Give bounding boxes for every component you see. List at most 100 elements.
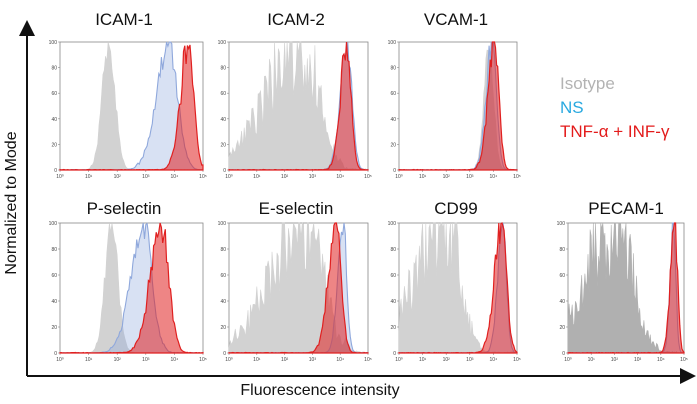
panel-title: ICAM-2 — [267, 10, 325, 29]
x-tick-label: 10⁰ — [225, 357, 233, 363]
y-tick-label: 20 — [390, 325, 396, 331]
panel-title: ICAM-1 — [95, 10, 153, 29]
panel-title: VCAM-1 — [424, 10, 488, 29]
y-tick-label: 40 — [220, 117, 226, 123]
y-tick-label: 100 — [388, 40, 397, 46]
x-tick-label: 10¹ — [419, 357, 427, 363]
tnf-histogram — [228, 222, 369, 354]
x-tick-label: 10³ — [309, 357, 317, 363]
y-tick-label: 80 — [51, 247, 57, 253]
y-tick-label: 20 — [51, 142, 57, 148]
panel-cd99: CD99 0 20 40 60 80 100 10⁰ 10¹ 10² 10³ 10⁴ 10⁵ — [388, 199, 521, 363]
x-tick-label: 10¹ — [253, 174, 261, 180]
x-tick-label: 10⁵ — [364, 357, 372, 363]
y-tick-label: 20 — [220, 325, 226, 331]
y-tick-label: 60 — [220, 91, 226, 97]
x-tick-label: 10⁵ — [513, 174, 521, 180]
x-tick-label: 10⁰ — [395, 174, 403, 180]
panel-frame — [59, 222, 204, 354]
y-tick-label: 80 — [390, 66, 396, 72]
x-tick-label: 10³ — [466, 357, 474, 363]
x-tick-label: 10² — [443, 174, 451, 180]
x-tick-label: 10² — [611, 357, 619, 363]
x-tick-label: 10⁵ — [513, 357, 521, 363]
tnf-histogram — [398, 222, 518, 354]
x-tick-label: 10¹ — [85, 357, 93, 363]
y-tick-label: 40 — [390, 299, 396, 305]
y-tick-label: 80 — [220, 66, 226, 72]
y-tick-label: 60 — [390, 273, 396, 279]
panel-vcam-1: VCAM-1 0 20 40 60 80 100 10⁰ 10¹ 10² 10³ 10⁴ 10⁵ — [388, 10, 521, 180]
tnf-histogram — [398, 41, 518, 171]
y-tick-label: 60 — [220, 273, 226, 279]
y-tick-label: 100 — [49, 40, 58, 46]
y-tick-label: 40 — [559, 299, 565, 305]
y-tick-label: 0 — [562, 351, 565, 357]
x-tick-label: 10⁵ — [199, 357, 207, 363]
y-tick-label: 100 — [49, 221, 58, 227]
tnf-histogram — [567, 222, 685, 354]
tnf-histogram — [228, 41, 369, 171]
y-tick-label: 100 — [388, 221, 397, 227]
x-tick-label: 10⁰ — [564, 357, 572, 363]
y-tick-label: 100 — [218, 221, 227, 227]
x-tick-label: 10⁴ — [657, 357, 665, 363]
x-tick-label: 10³ — [142, 357, 150, 363]
y-tick-label: 0 — [54, 351, 57, 357]
panel-e-selectin: E-selectin 0 20 40 60 80 100 10⁰ 10¹ 10² 10³ 10⁴ 10⁵ — [218, 199, 372, 363]
y-tick-label: 80 — [220, 247, 226, 253]
y-tick-label: 60 — [390, 91, 396, 97]
y-tick-label: 0 — [393, 168, 396, 174]
panel-title: PECAM-1 — [588, 199, 664, 218]
y-tick-label: 20 — [51, 325, 57, 331]
y-tick-label: 0 — [54, 168, 57, 174]
x-tick-label: 10⁴ — [490, 357, 498, 363]
y-tick-label: 80 — [51, 66, 57, 72]
x-tick-label: 10⁰ — [395, 357, 403, 363]
x-tick-label: 10² — [281, 357, 289, 363]
x-tick-label: 10² — [114, 174, 122, 180]
y-axis-label: Normalized to Mode — [3, 131, 20, 274]
histogram-panels: ICAM-1 0 20 40 60 80 100 10⁰ 10¹ 10² 10³ 10⁴ 10⁵ ICAM… — [49, 10, 688, 363]
x-tick-label: 10³ — [634, 357, 642, 363]
x-tick-label: 10¹ — [588, 357, 596, 363]
y-tick-label: 40 — [390, 117, 396, 123]
x-tick-label: 10³ — [466, 174, 474, 180]
x-tick-label: 10⁰ — [56, 357, 64, 363]
x-tick-label: 10⁴ — [336, 357, 344, 363]
panel-pecam-1: PECAM-1 0 20 40 60 80 100 10⁰ 10¹ 10² 10³ 10⁴ 10⁵ — [557, 199, 688, 363]
x-tick-label: 10² — [114, 357, 122, 363]
y-tick-label: 40 — [51, 117, 57, 123]
y-tick-label: 80 — [390, 247, 396, 253]
x-axis-label: Fluorescence intensity — [240, 382, 399, 399]
x-tick-label: 10² — [281, 174, 289, 180]
y-tick-label: 100 — [218, 40, 227, 46]
panel-icam-1: ICAM-1 0 20 40 60 80 100 10⁰ 10¹ 10² 10³ 10⁴ 10⁵ — [49, 10, 207, 180]
y-tick-label: 0 — [393, 351, 396, 357]
y-tick-label: 80 — [559, 247, 565, 253]
x-tick-label: 10⁰ — [225, 174, 233, 180]
y-tick-label: 0 — [223, 351, 226, 357]
y-tick-label: 60 — [51, 91, 57, 97]
tnf-histogram — [59, 44, 204, 171]
y-tick-label: 20 — [220, 142, 226, 148]
panel-title: P-selectin — [87, 199, 162, 218]
x-tick-label: 10⁵ — [680, 357, 688, 363]
y-tick-label: 100 — [557, 221, 566, 227]
y-tick-label: 40 — [220, 299, 226, 305]
y-tick-label: 0 — [223, 168, 226, 174]
x-tick-label: 10³ — [142, 174, 150, 180]
legend: Isotype NS TNF-α + INF-γ — [560, 74, 670, 141]
x-tick-label: 10³ — [309, 174, 317, 180]
y-tick-label: 40 — [51, 299, 57, 305]
y-tick-label: 60 — [559, 273, 565, 279]
tnf-histogram — [59, 222, 204, 354]
legend-tnf: TNF-α + INF-γ — [560, 122, 670, 141]
panel-title: E-selectin — [259, 199, 334, 218]
y-tick-label: 20 — [559, 325, 565, 331]
panel-icam-2: ICAM-2 0 20 40 60 80 100 10⁰ 10¹ 10² 10³ 10⁴ 10⁵ — [218, 10, 372, 180]
panel-title: CD99 — [434, 199, 477, 218]
x-tick-label: 10⁴ — [490, 174, 498, 180]
x-tick-label: 10⁴ — [171, 174, 179, 180]
